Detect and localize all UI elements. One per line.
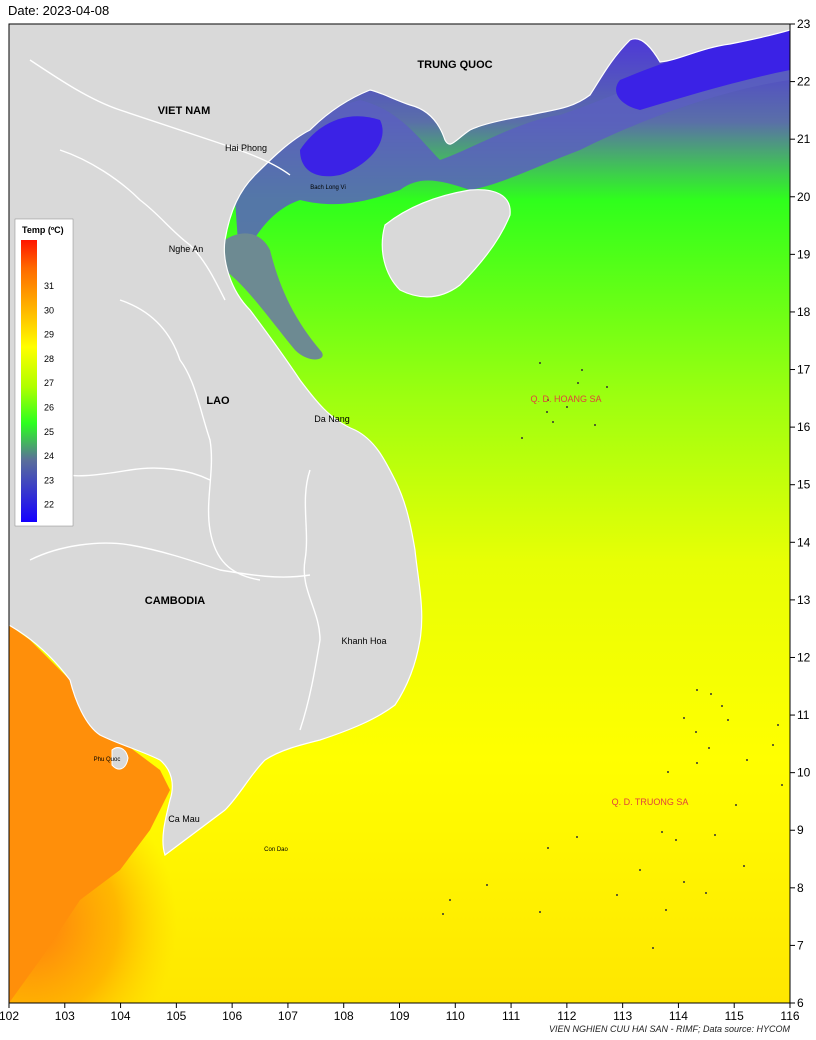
x-tick-label: 103 xyxy=(55,1009,75,1023)
legend-tick-label: 23 xyxy=(44,475,54,485)
label-truong-sa: Q. D. TRUONG SA xyxy=(612,797,689,807)
y-tick-label: 12 xyxy=(797,650,811,664)
x-tick-label: 111 xyxy=(502,1009,521,1023)
legend-tick-label: 28 xyxy=(44,354,54,364)
x-tick-label: 107 xyxy=(278,1009,298,1023)
y-tick-label: 8 xyxy=(797,881,804,895)
grey-band-vn-coast xyxy=(225,233,323,360)
y-tick-label: 9 xyxy=(797,823,804,837)
x-tick-label: 105 xyxy=(166,1009,186,1023)
x-tick-label: 104 xyxy=(111,1009,131,1023)
label-hoang-sa: Q. D. HOANG SA xyxy=(530,394,601,404)
legend-tick-label: 29 xyxy=(44,330,54,340)
legend-tick-label: 30 xyxy=(44,305,54,315)
y-tick-label: 15 xyxy=(797,478,811,492)
land-hainan xyxy=(381,189,511,298)
y-tick-label: 10 xyxy=(797,766,811,780)
legend-title: Temp (ºC) xyxy=(22,225,64,235)
x-tick-label: 112 xyxy=(557,1009,576,1023)
legend-tick-label: 31 xyxy=(44,281,54,291)
land-phu-quoc xyxy=(111,747,129,770)
label-con-dao: Con Dao xyxy=(264,847,288,853)
label-khanh-hoa: Khanh Hoa xyxy=(341,636,386,646)
y-tick-label: 14 xyxy=(797,535,811,549)
label-trung-quoc: TRUNG QUOC xyxy=(417,59,492,71)
y-tick-label: 18 xyxy=(797,305,811,319)
y-tick-label: 6 xyxy=(797,996,804,1010)
label-hai-phong: Hai Phong xyxy=(225,143,267,153)
legend-tick-label: 22 xyxy=(44,500,54,510)
x-tick-label: 115 xyxy=(725,1009,744,1023)
x-tick-label: 102 xyxy=(0,1009,19,1023)
hoang-sa-islands xyxy=(521,362,608,439)
cold-core xyxy=(300,116,383,177)
legend-tick-label: 25 xyxy=(44,427,54,437)
x-tick-label: 114 xyxy=(669,1009,688,1023)
legend-tick-label: 26 xyxy=(44,403,54,413)
label-lao: LAO xyxy=(206,395,230,407)
label-da-nang: Da Nang xyxy=(314,414,350,424)
date-label: Date: 2023-04-08 xyxy=(8,3,110,18)
legend-colorbar xyxy=(21,240,37,522)
x-tick-label: 110 xyxy=(446,1009,465,1023)
x-tick-label: 106 xyxy=(222,1009,242,1023)
y-tick-label: 19 xyxy=(797,247,811,261)
label-bach-long-vi: Bach Long Vi xyxy=(310,185,346,191)
x-tick-label: 116 xyxy=(780,1009,799,1023)
y-tick-label: 23 xyxy=(797,17,811,31)
footer-credit: VIEN NGHIEN CUU HAI SAN - RIMF; Data sou… xyxy=(548,1024,790,1034)
y-tick-label: 7 xyxy=(797,938,804,952)
truong-sa-islands xyxy=(442,689,783,949)
y-tick-label: 16 xyxy=(797,420,811,434)
land-mainland xyxy=(9,24,790,856)
legend-tick-label: 24 xyxy=(44,451,54,461)
label-viet-nam: VIET NAM xyxy=(158,105,211,117)
x-tick-label: 113 xyxy=(613,1009,632,1023)
x-tick-label: 108 xyxy=(334,1009,354,1023)
y-tick-label: 11 xyxy=(797,708,810,722)
label-ca-mau: Ca Mau xyxy=(168,814,200,824)
legend-tick-label: 27 xyxy=(44,378,54,388)
label-phu-quoc: Phu Quoc xyxy=(94,757,121,763)
temperature-legend: Temp (ºC) 31 30 29 28 27 26 25 24 23 22 xyxy=(14,218,74,527)
cold-core-east xyxy=(616,30,790,110)
y-tick-label: 13 xyxy=(797,593,811,607)
y-tick-label: 20 xyxy=(797,190,811,204)
x-tick-label: 109 xyxy=(389,1009,409,1023)
y-tick-label: 21 xyxy=(797,132,811,146)
y-tick-label: 17 xyxy=(797,363,811,377)
warm-water-gulf-thailand xyxy=(9,625,170,1003)
label-cambodia: CAMBODIA xyxy=(145,595,206,607)
label-nghe-an: Nghe An xyxy=(169,244,204,254)
y-tick-label: 22 xyxy=(797,75,811,89)
